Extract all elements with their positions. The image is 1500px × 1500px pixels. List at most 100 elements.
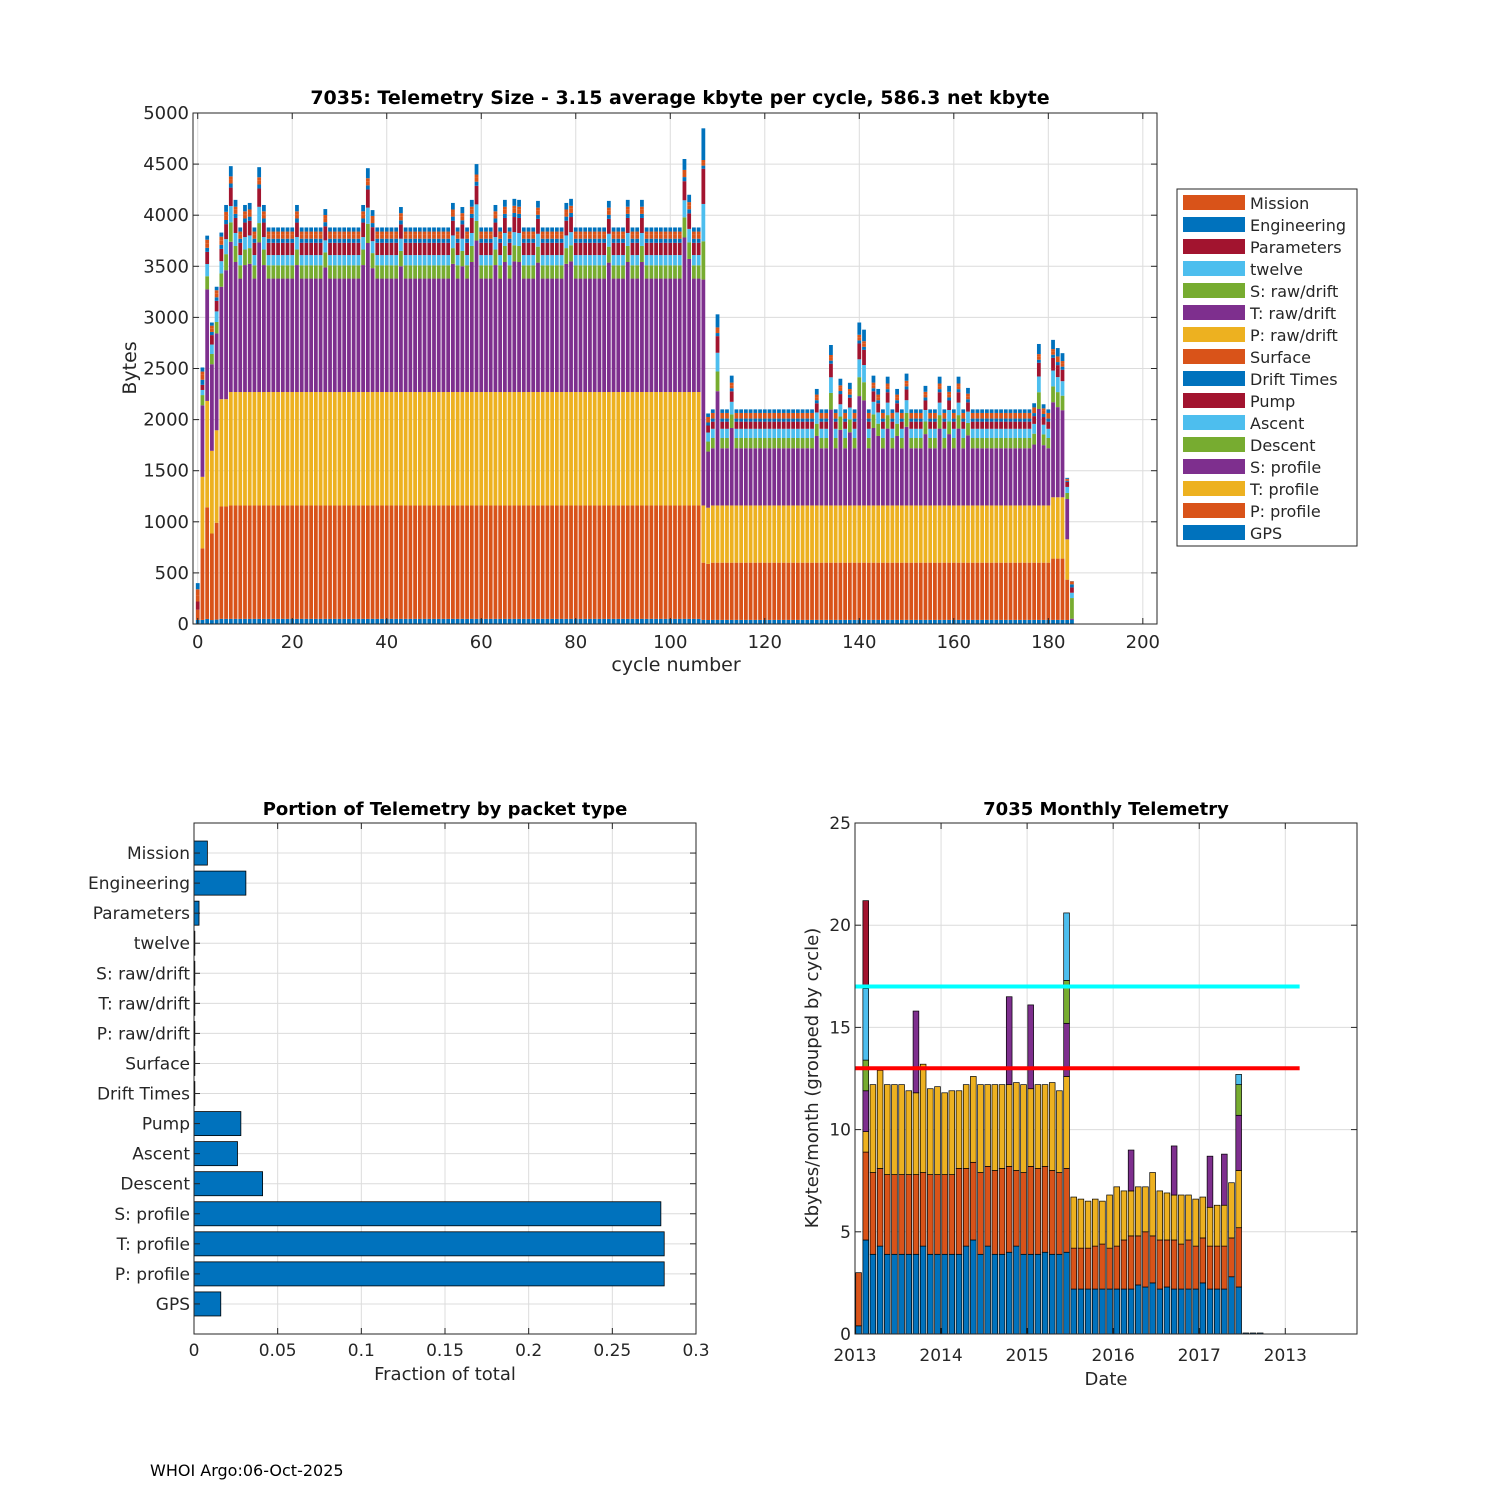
bar-segment [989, 421, 994, 429]
legend-swatch [1183, 415, 1245, 430]
bar-segment [658, 618, 663, 624]
bar-segment [843, 448, 848, 506]
bar-segment [588, 255, 592, 266]
bar-segment [640, 618, 644, 624]
bar-segment [999, 418, 1003, 422]
bar-segment [261, 237, 266, 250]
bar-segment [1063, 1251, 1070, 1335]
bar-segment [805, 421, 810, 429]
bar-segment [869, 1253, 877, 1335]
bar-segment [365, 185, 370, 190]
bar-segment [290, 265, 295, 279]
bar-segment [205, 235, 210, 240]
bar-segment [332, 392, 337, 506]
bar-segment [1077, 1247, 1085, 1290]
bar-segment [795, 505, 800, 563]
bar-segment [517, 392, 521, 506]
bar-segment [554, 392, 559, 506]
bar-segment [243, 618, 247, 624]
bar-segment [947, 391, 951, 395]
bar-segment [810, 418, 814, 422]
bar-segment [843, 505, 848, 563]
bar-segment [1013, 619, 1018, 624]
legend-label: Surface [1250, 348, 1311, 367]
bar-segment [578, 234, 583, 239]
bar-segment [644, 242, 649, 256]
bar-segment [554, 227, 559, 232]
bar-segment [710, 412, 715, 416]
bar-segment [934, 1086, 941, 1175]
bar-segment [550, 505, 555, 619]
bar-segment [413, 392, 417, 506]
bar-segment [876, 562, 881, 620]
bar-segment [829, 344, 833, 356]
bar-segment [399, 250, 403, 267]
bar-segment [1018, 619, 1022, 624]
bar-segment [715, 371, 720, 392]
bar-segment [1070, 619, 1074, 624]
y-tick-label: P: raw/drift [97, 1024, 191, 1044]
bar-segment [460, 505, 465, 619]
bar-segment [266, 265, 271, 279]
bar-segment [517, 262, 521, 393]
bar-segment [857, 396, 862, 506]
bar-segment [389, 505, 394, 619]
bar-segment [1051, 354, 1055, 358]
bar-segment [862, 400, 866, 506]
bar-segment [347, 505, 351, 619]
bar-segment [488, 227, 493, 232]
chart-title: 7035: Telemetry Size - 3.15 average kbyt… [310, 87, 1049, 109]
bar-segment [706, 441, 710, 452]
bar-segment [1060, 369, 1065, 382]
bar-segment [852, 428, 857, 438]
bar-segment [772, 418, 777, 422]
bar-segment [1113, 1288, 1120, 1335]
bar-segment [1032, 413, 1037, 417]
bar-segment [1178, 1243, 1185, 1290]
bar-segment [521, 278, 526, 393]
bar-segment [753, 437, 758, 449]
bar-segment [313, 255, 318, 266]
bar-segment [725, 428, 729, 438]
bar-segment [852, 421, 857, 429]
bar-segment [389, 238, 394, 243]
bar-segment [753, 418, 758, 422]
bar-segment [200, 367, 205, 372]
bar-segment [351, 242, 356, 256]
bar-segment [573, 227, 578, 232]
bar-segment [866, 448, 871, 506]
bar-segment [413, 505, 417, 619]
bar-segment [975, 412, 980, 416]
bar-segment [1092, 1245, 1099, 1290]
bar-segment [323, 226, 328, 241]
bar-segment [937, 562, 942, 620]
bar-segment [285, 234, 290, 239]
bar-segment [512, 618, 517, 624]
bar-segment [885, 389, 890, 393]
bar-segment [266, 392, 271, 506]
bar-segment [781, 437, 786, 449]
bar-segment [507, 231, 512, 235]
bar-segment [961, 505, 966, 563]
bar-segment [847, 407, 852, 420]
bar-segment [852, 619, 857, 624]
bar-segment [521, 238, 526, 243]
bar-segment [323, 209, 328, 215]
bar-segment [814, 403, 819, 413]
bar-segment [701, 162, 706, 166]
bar-segment [432, 231, 436, 235]
bar-segment [361, 249, 366, 266]
bar-segment [800, 448, 805, 506]
bar-segment [640, 245, 644, 263]
bar-segment [460, 213, 465, 217]
bar-segment [696, 505, 701, 619]
bar-segment [616, 227, 621, 232]
bar-segment [512, 392, 517, 506]
bar-segment [247, 209, 252, 213]
bar-segment [536, 210, 540, 215]
bar-segment [923, 391, 928, 395]
bar-segment [696, 234, 701, 239]
bar-segment [446, 234, 451, 239]
bar-segment [502, 232, 507, 246]
bar-segment [956, 392, 961, 403]
